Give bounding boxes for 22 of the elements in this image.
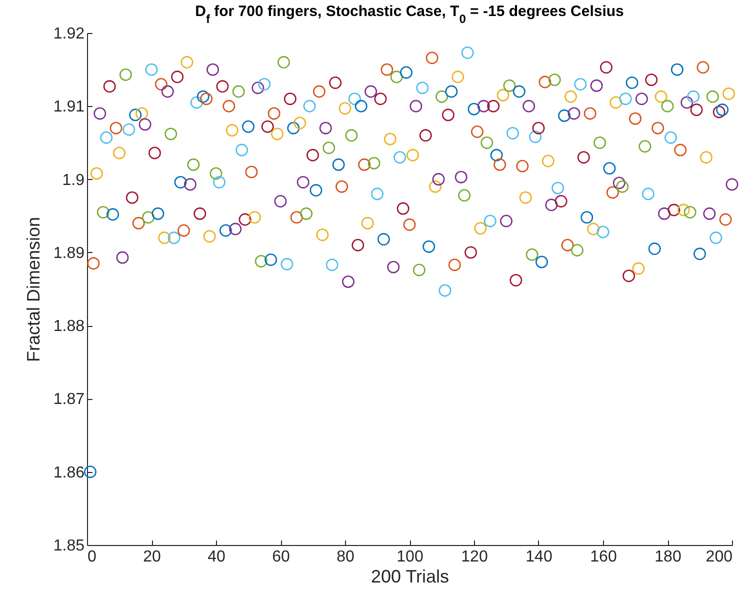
y-axis-title: Fractal Dimension [23,216,44,362]
y-tick-label: 1.9 [62,172,85,189]
x-tick-label: 140 [526,548,552,566]
y-tick-label: 1.91 [53,98,85,116]
x-tick-label: 120 [461,548,488,566]
x-tick-label: 80 [336,548,354,566]
x-tick-label: 0 [88,548,96,566]
y-tick-label: 1.89 [53,244,85,262]
x-tick-label: 180 [654,548,682,566]
x-tick-label: 40 [208,548,226,566]
x-tick-label: 20 [143,548,161,566]
y-tick-label: 1.86 [53,464,85,482]
x-tick-label: 60 [272,548,290,566]
y-tick-label: 1.85 [53,538,85,554]
y-tick-label: 1.88 [53,318,85,336]
y-tick-label: 1.92 [53,26,85,42]
x-tick-label: 200 [706,548,733,566]
x-tick-label: 160 [590,548,617,566]
x-tick-label: 100 [396,548,424,566]
x-axis-title: 200 Trials [370,566,450,586]
chart-title: D$_{f}$ for 700 fingers, Stochastic Case, T$_{0}$ = -15 degrees Celsius [195,3,624,26]
y-tick-label: 1.87 [53,391,85,408]
